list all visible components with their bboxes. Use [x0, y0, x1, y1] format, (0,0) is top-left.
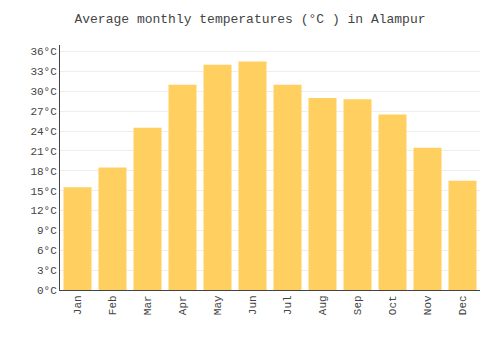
svg-text:33°C: 33°C [30, 66, 57, 78]
svg-text:36°C: 36°C [30, 46, 57, 58]
svg-text:Nov: Nov [422, 295, 434, 315]
svg-text:Jan: Jan [72, 295, 84, 315]
svg-text:Sep: Sep [352, 295, 364, 315]
svg-text:Apr: Apr [177, 295, 189, 315]
svg-text:27°C: 27°C [30, 106, 57, 118]
svg-text:Average monthly temperatures (: Average monthly temperatures (°C ) in Al… [74, 12, 425, 27]
svg-text:6°C: 6°C [37, 245, 57, 257]
svg-text:3°C: 3°C [37, 265, 57, 277]
svg-text:Feb: Feb [107, 295, 119, 315]
svg-text:Oct: Oct [387, 295, 399, 315]
svg-text:Jun: Jun [247, 295, 259, 315]
svg-text:30°C: 30°C [30, 86, 57, 98]
svg-text:May: May [212, 295, 224, 315]
svg-text:Aug: Aug [317, 295, 329, 315]
svg-text:Dec: Dec [457, 295, 469, 315]
svg-text:Jul: Jul [282, 295, 294, 315]
svg-text:9°C: 9°C [37, 225, 57, 237]
svg-text:0°C: 0°C [37, 285, 57, 297]
svg-text:12°C: 12°C [30, 205, 57, 217]
svg-text:24°C: 24°C [30, 126, 57, 138]
svg-text:21°C: 21°C [30, 146, 57, 158]
svg-text:Mar: Mar [142, 295, 154, 315]
svg-text:18°C: 18°C [30, 166, 57, 178]
svg-text:15°C: 15°C [30, 186, 57, 198]
